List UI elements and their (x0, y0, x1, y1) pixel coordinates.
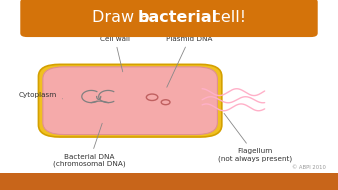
Text: Cytoplasm: Cytoplasm (19, 92, 63, 99)
Text: Flagellum
(not always present): Flagellum (not always present) (218, 113, 292, 162)
Text: Draw a: Draw a (92, 10, 154, 25)
Bar (0, 173, 338, 190)
Text: Bacterial DNA
(chromosomal DNA): Bacterial DNA (chromosomal DNA) (53, 123, 126, 167)
Text: Plasmid DNA: Plasmid DNA (166, 36, 213, 87)
Text: © ABPI 2010: © ABPI 2010 (292, 165, 326, 170)
Text: cell!: cell! (207, 10, 246, 25)
Text: bacterial: bacterial (137, 10, 217, 25)
FancyBboxPatch shape (39, 64, 222, 137)
FancyBboxPatch shape (43, 67, 217, 135)
FancyBboxPatch shape (20, 0, 318, 37)
Text: Cell wall: Cell wall (100, 36, 130, 72)
